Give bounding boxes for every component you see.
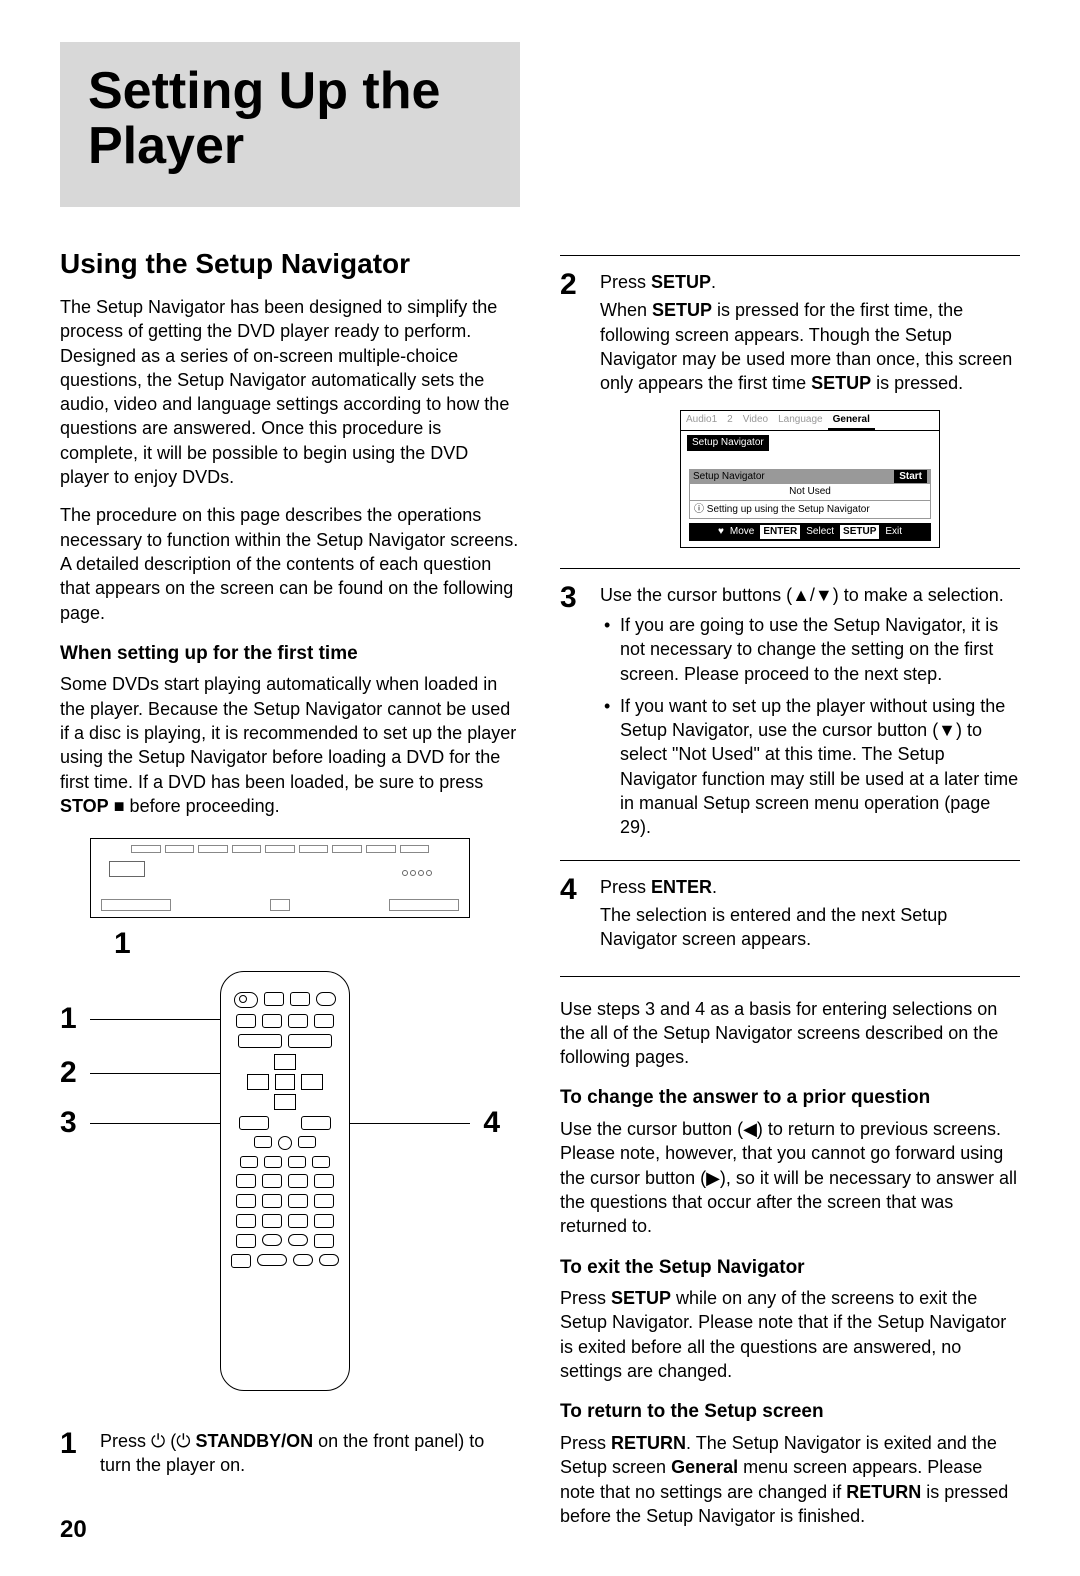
opt-not-used: Not Used — [689, 484, 931, 500]
left-column: Using the Setup Navigator The Setup Navi… — [60, 245, 520, 1542]
divider — [560, 976, 1020, 977]
step-4: 4 Press ENTER. The selection is entered … — [560, 875, 1020, 966]
tab-general: General — [828, 411, 875, 431]
subhead-first-time: When setting up for the first time — [60, 641, 520, 667]
page-title: Setting Up the Player — [88, 64, 492, 173]
info-line: ⓘ Setting up using the Setup Navigator — [689, 500, 931, 520]
subhead-change-answer: To change the answer to a prior question — [560, 1085, 1020, 1111]
tab-audio1: Audio1 — [681, 411, 722, 431]
after-paragraph: Use steps 3 and 4 as a basis for enterin… — [560, 997, 1020, 1070]
intro-p1: The Setup Navigator has been designed to… — [60, 295, 520, 489]
page-number: 20 — [60, 1514, 87, 1546]
step-2-num: 2 — [560, 270, 588, 557]
step-3: 3 Use the cursor buttons (▲/▼) to make a… — [560, 583, 1020, 850]
bullet-1: If you are going to use the Setup Naviga… — [604, 613, 1020, 686]
remote-outline — [220, 971, 350, 1391]
bullet-2: If you want to set up the player without… — [604, 694, 1020, 840]
step-3-num: 3 — [560, 583, 588, 850]
tab-language: Language — [773, 411, 828, 431]
exit-body: Press SETUP while on any of the screens … — [560, 1286, 1020, 1383]
callout-3: 3 — [60, 1103, 90, 1144]
setup-navigator-screenshot: Audio1 2 Video Language General Setup Na… — [680, 410, 940, 548]
step-1-num: 1 — [60, 1429, 88, 1492]
tab-2: 2 — [722, 411, 738, 431]
subhead-return: To return to the Setup screen — [560, 1399, 1020, 1425]
step-2: 2 Press SETUP. When SETUP is pressed for… — [560, 270, 1020, 557]
divider — [560, 255, 1020, 256]
intro-p2: The procedure on this page describes the… — [60, 503, 520, 624]
right-column: 2 Press SETUP. When SETUP is pressed for… — [560, 245, 1020, 1542]
first-time-body: Some DVDs start playing automatically wh… — [60, 672, 520, 818]
divider — [560, 568, 1020, 569]
device-illustration: 1 1 2 3 4 — [60, 838, 500, 1421]
subhead-exit: To exit the Setup Navigator — [560, 1255, 1020, 1281]
step-1: 1 Press ⏻ (⏻ STANDBY/ON on the front pan… — [60, 1429, 520, 1492]
callout-2: 2 — [60, 1053, 90, 1094]
callout-4: 4 — [470, 1103, 500, 1144]
title-banner: Setting Up the Player — [60, 42, 520, 207]
step-4-num: 4 — [560, 875, 588, 966]
return-body: Press RETURN. The Setup Navigator is exi… — [560, 1431, 1020, 1528]
tab-video: Video — [738, 411, 773, 431]
opt-start: Start — [894, 470, 927, 484]
callout-power: 1 — [114, 924, 500, 965]
divider — [560, 860, 1020, 861]
section-heading: Using the Setup Navigator — [60, 245, 520, 283]
sn-label: Setup Navigator — [687, 435, 769, 451]
callout-1: 1 — [60, 999, 90, 1040]
dvd-player-outline — [90, 838, 470, 918]
change-answer-body: Use the cursor button (◀) to return to p… — [560, 1117, 1020, 1238]
